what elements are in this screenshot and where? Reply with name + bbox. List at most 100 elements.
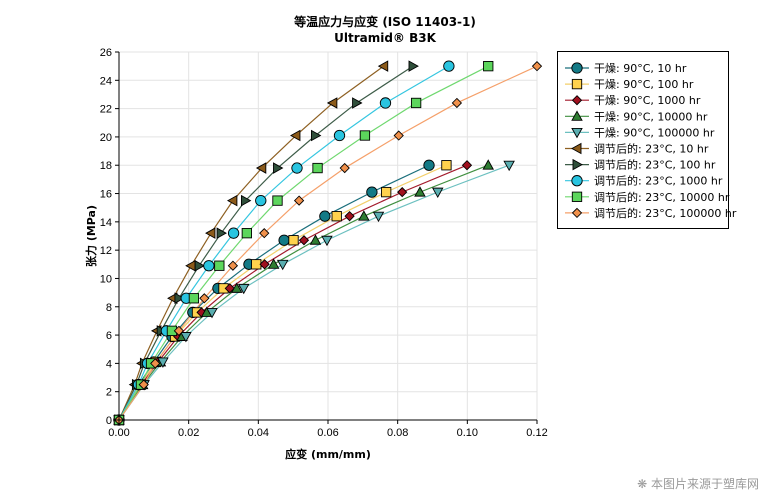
y-tick-label: 14	[100, 217, 112, 229]
data-point	[366, 186, 378, 198]
series--90-c-10000-hr	[118, 164, 489, 421]
data-point	[344, 211, 355, 222]
data-point	[216, 227, 227, 239]
legend-marker-circle-icon	[571, 62, 583, 74]
data-point	[451, 97, 463, 109]
data-point	[531, 61, 543, 72]
data-point	[423, 159, 435, 171]
legend-item: 干燥: 90°C, 1000 hr	[565, 94, 701, 107]
legend-marker-triangle-left-icon	[571, 142, 582, 155]
legend-label: 干燥: 90°C, 10 hr	[594, 62, 687, 75]
legend-marker-triangle-down-icon	[571, 127, 583, 139]
legend: 干燥: 90°C, 10 hr 干燥: 90°C, 100 hr 干燥: 90°C,…	[557, 51, 737, 229]
data-point	[441, 160, 452, 171]
data-point	[226, 194, 238, 207]
series-line	[118, 164, 510, 421]
legend-marker-square-icon	[571, 191, 583, 202]
chart-title: 等温应力与应变 (ISO 11403-1)	[293, 14, 476, 29]
legend-marker-diamond-icon	[571, 207, 583, 219]
data-point	[339, 162, 350, 174]
x-tick-label: 0.10	[457, 427, 478, 439]
legend-item: 调节后的: 23°C, 1000 hr	[565, 174, 723, 188]
data-point	[206, 307, 218, 319]
data-point	[237, 283, 250, 295]
data-point	[359, 130, 371, 141]
data-point	[276, 259, 289, 271]
y-tick-label: 20	[100, 132, 112, 144]
data-point	[397, 186, 408, 198]
y-tick-label: 26	[100, 47, 112, 59]
chart-subtitle: Ultramid® B3K	[334, 31, 436, 45]
legend-item: 调节后的: 23°C, 10 hr	[565, 142, 709, 156]
data-point	[319, 210, 331, 222]
legend-item: 干燥: 90°C, 10000 hr	[565, 110, 708, 123]
legend-item: 调节后的: 23°C, 10000 hr	[565, 190, 730, 204]
data-point	[410, 97, 422, 109]
y-tick-label: 22	[100, 104, 112, 116]
y-axis-label: 张力 (MPa)	[84, 205, 98, 267]
data-point	[408, 60, 419, 72]
data-point	[227, 227, 240, 239]
y-tick-label: 24	[100, 75, 112, 87]
legend-label: 干燥: 90°C, 100 hr	[594, 78, 694, 91]
data-point	[352, 97, 363, 109]
data-point	[321, 235, 333, 247]
data-point	[255, 162, 267, 174]
legend-marker-triangle-up-icon	[571, 110, 583, 121]
y-tick-label: 2	[106, 387, 112, 399]
y-tick-label: 16	[100, 189, 112, 201]
legend-marker-diamond-icon	[571, 95, 583, 106]
data-point	[503, 160, 515, 172]
x-axis-label: 应变 (mm/mm)	[285, 447, 371, 461]
data-point	[326, 97, 338, 109]
data-point	[414, 186, 426, 197]
data-point	[312, 162, 323, 174]
legend-item: 干燥: 90°C, 100000 hr	[565, 126, 715, 139]
data-point	[230, 282, 243, 293]
y-tick-label: 12	[100, 245, 112, 257]
data-point	[298, 235, 310, 246]
y-tick-label: 18	[100, 160, 112, 172]
data-point	[203, 260, 215, 272]
data-point	[157, 357, 169, 368]
data-point	[194, 259, 206, 272]
data-point	[288, 235, 299, 246]
data-point	[174, 292, 185, 305]
data-point	[379, 97, 392, 109]
data-point	[241, 228, 252, 239]
data-point	[255, 194, 267, 207]
data-point	[278, 234, 290, 246]
y-tick-label: 8	[106, 302, 112, 314]
legend-item: 干燥: 90°C, 10 hr	[565, 62, 687, 75]
y-tick-label: 0	[106, 415, 112, 427]
axes: 0.00 0.02 0.04 0.06 0.08 0.10 0.12024681012141…	[100, 47, 548, 439]
data-point	[259, 228, 270, 239]
x-tick-label: 0.08	[387, 427, 408, 439]
data-point	[240, 194, 252, 207]
data-point	[185, 259, 196, 272]
data-point	[393, 130, 404, 141]
data-point	[483, 61, 494, 72]
data-point	[431, 187, 444, 199]
data-point	[138, 379, 149, 390]
data-point	[173, 325, 185, 336]
legend-marker-circle-icon	[571, 175, 583, 187]
data-point	[309, 234, 322, 245]
x-tick-label: 0.12	[526, 427, 547, 439]
legend-label: 调节后的: 23°C, 100000 hr	[594, 206, 737, 220]
data-point	[461, 160, 473, 171]
series-group	[113, 60, 543, 426]
data-point	[443, 60, 455, 72]
data-point	[188, 293, 200, 304]
y-tick-label: 6	[106, 330, 112, 342]
series-line	[118, 164, 468, 421]
data-point	[293, 195, 305, 206]
data-point	[377, 60, 389, 72]
data-point	[205, 227, 216, 239]
x-tick-label: 0.00	[108, 427, 129, 439]
legend-label: 调节后的: 23°C, 10000 hr	[594, 190, 730, 204]
series-line	[118, 164, 489, 421]
data-point	[150, 358, 161, 369]
data-point	[180, 332, 192, 343]
data-point	[214, 260, 225, 271]
